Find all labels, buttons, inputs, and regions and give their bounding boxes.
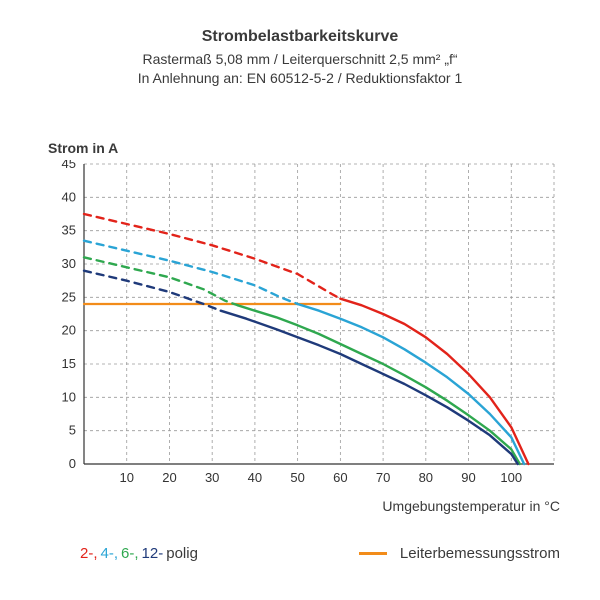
svg-text:30: 30 (205, 470, 219, 485)
legend-rated: Leiterbemessungsstrom (359, 545, 560, 562)
svg-text:60: 60 (333, 470, 347, 485)
svg-text:90: 90 (461, 470, 475, 485)
svg-text:45: 45 (62, 160, 76, 171)
svg-text:80: 80 (419, 470, 433, 485)
svg-text:10: 10 (119, 470, 133, 485)
legend-rated-label: Leiterbemessungsstrom (400, 545, 560, 562)
svg-text:50: 50 (290, 470, 304, 485)
svg-text:0: 0 (69, 456, 76, 471)
y-axis-label: Strom in A (48, 140, 118, 156)
x-axis-label: Umgebungstemperatur in °C (382, 498, 560, 514)
chart-titles: Strombelastbarkeitskurve Rastermaß 5,08 … (0, 28, 600, 88)
rated-swatch (359, 552, 387, 555)
svg-text:100: 100 (500, 470, 522, 485)
title-sub2: In Anlehnung an: EN 60512-5-2 / Reduktio… (0, 69, 600, 88)
svg-text:5: 5 (69, 423, 76, 438)
title-main: Strombelastbarkeitskurve (0, 28, 600, 46)
svg-text:15: 15 (62, 356, 76, 371)
legend-pole: 6-, (121, 545, 139, 562)
svg-text:40: 40 (248, 470, 262, 485)
svg-text:10: 10 (62, 389, 76, 404)
svg-text:70: 70 (376, 470, 390, 485)
legend-pole: 12- (142, 545, 164, 562)
legend-pole: 4-, (101, 545, 119, 562)
legend: 2-, 4-, 6-, 12- polig Leiterbemessungsst… (80, 545, 560, 562)
svg-text:20: 20 (162, 470, 176, 485)
legend-poles: 2-, 4-, 6-, 12- polig (80, 545, 198, 562)
svg-text:40: 40 (62, 189, 76, 204)
svg-text:30: 30 (62, 256, 76, 271)
svg-text:25: 25 (62, 289, 76, 304)
svg-text:20: 20 (62, 323, 76, 338)
svg-text:35: 35 (62, 223, 76, 238)
title-sub1: Rastermaß 5,08 mm / Leiterquerschnitt 2,… (0, 50, 600, 69)
derating-chart: 0 5 10 15 20 25 30 35 40 45 10 20 30 40 50 60 70 80 90 100 (48, 160, 558, 488)
legend-pole: 2-, (80, 545, 98, 562)
